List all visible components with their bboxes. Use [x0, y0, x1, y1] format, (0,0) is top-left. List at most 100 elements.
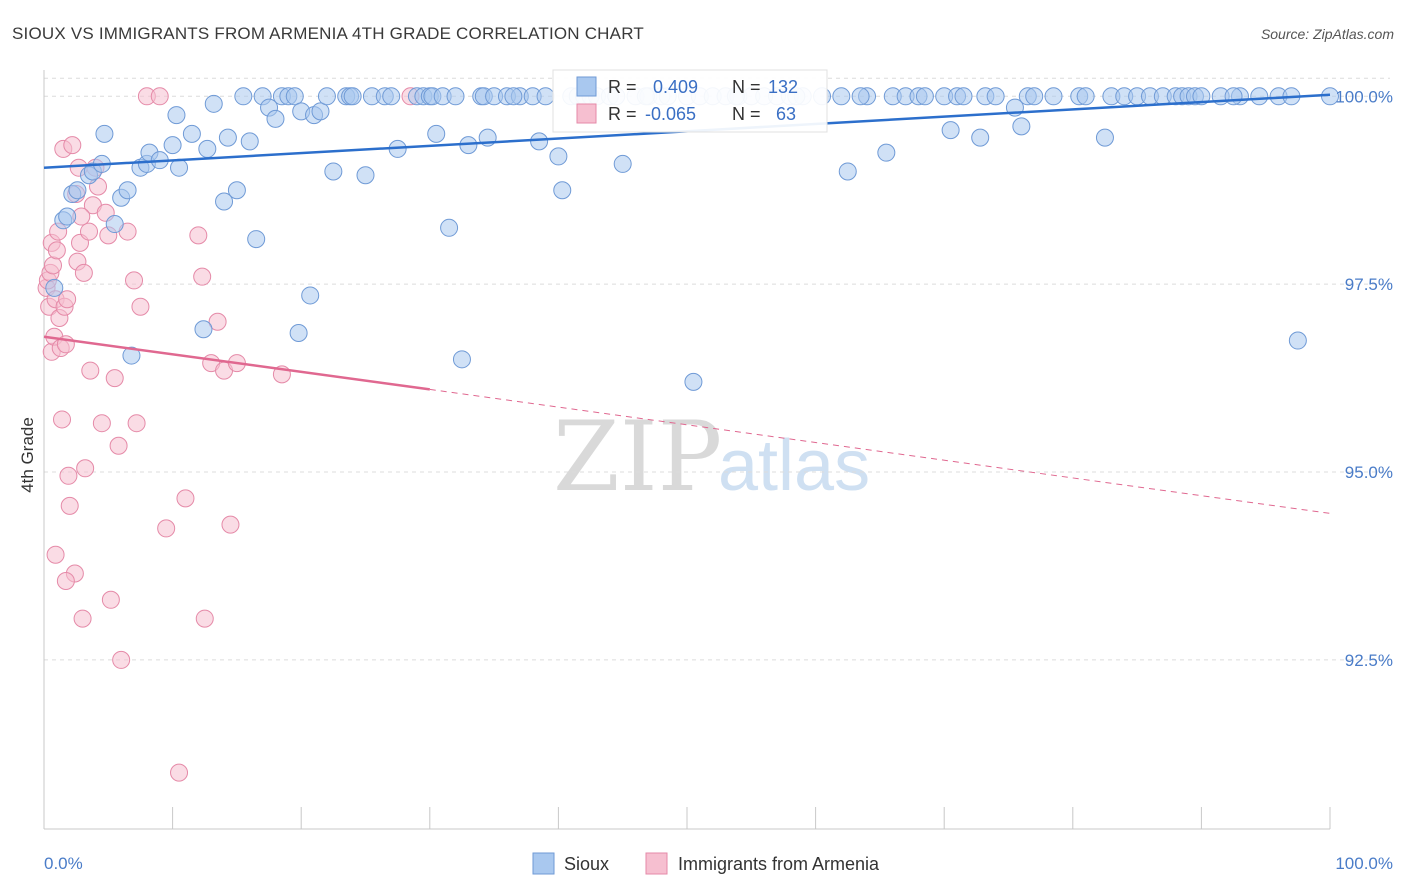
axes — [43, 70, 1331, 830]
sioux-point-40 — [311, 102, 330, 121]
tick-labels: 92.5% 95.0% 97.5% 100.0% 0.0% 100.0% — [44, 87, 1393, 873]
armenia-point-43 — [127, 414, 146, 433]
sioux-point-2 — [58, 207, 77, 226]
stats-sioux-n-value: 132 — [768, 77, 798, 97]
x-tick-label-1: 100.0% — [1335, 854, 1393, 873]
sioux-point-29 — [247, 230, 266, 249]
armenia-point-49 — [176, 489, 195, 508]
sioux-point-46 — [356, 166, 375, 185]
stats-sioux-swatch — [576, 76, 597, 97]
armenia-point-39 — [109, 436, 128, 455]
sioux-point-113 — [1025, 87, 1044, 106]
chart-title: SIOUX VS IMMIGRANTS FROM ARMENIA 4TH GRA… — [12, 24, 644, 43]
sioux-point-136 — [504, 87, 523, 106]
armenia-point-18 — [59, 466, 78, 485]
armenia-point-52 — [195, 609, 214, 628]
sioux-point-140 — [1224, 87, 1243, 106]
chart-source: Source: ZipAtlas.com — [1261, 26, 1394, 42]
sioux-point-116 — [1095, 128, 1114, 147]
legend-sioux-swatch — [532, 852, 555, 875]
sioux-point-19 — [167, 106, 186, 125]
legend-armenia-label: Immigrants from Armenia — [678, 854, 880, 874]
sioux-point-8 — [95, 124, 114, 143]
y-tick-label-3: 100.0% — [1335, 87, 1393, 106]
sioux-point-18 — [170, 158, 189, 177]
stats-armenia-r-label: R = — [608, 104, 637, 124]
sioux-point-59 — [452, 350, 471, 369]
sioux-point-114 — [1044, 87, 1063, 106]
sioux-point-71 — [553, 181, 572, 200]
sioux-point-21 — [194, 320, 213, 339]
sioux-point-105 — [941, 121, 960, 140]
armenia-point-6 — [44, 256, 63, 275]
sioux-point-11 — [118, 181, 137, 200]
sioux-point-68 — [530, 132, 549, 151]
armenia-point-46 — [150, 87, 169, 106]
stats-armenia-r-value: -0.065 — [645, 104, 696, 124]
armenia-point-40 — [112, 650, 131, 669]
stats-sioux-r-value: 0.409 — [653, 77, 698, 97]
armenia-trend-line-extrapolated — [429, 388, 1331, 514]
armenia-point-51 — [193, 267, 212, 286]
sioux-point-58 — [446, 87, 465, 106]
sioux-point-22 — [198, 139, 217, 158]
sioux-point-45 — [343, 87, 362, 106]
grid-lines — [44, 77, 1390, 661]
armenia-point-34 — [92, 414, 111, 433]
armenia-point-60 — [46, 545, 65, 564]
sioux-point-38 — [301, 286, 320, 305]
sioux-point-57 — [440, 218, 459, 237]
sioux-point-12 — [122, 346, 141, 365]
sioux-point-97 — [838, 162, 857, 181]
armenia-point-38 — [105, 369, 124, 388]
sioux-point-23 — [204, 94, 223, 113]
sioux-point-9 — [105, 215, 124, 234]
stats-armenia-n-label: N = — [732, 104, 761, 124]
stats-sioux-r-label: R = — [608, 77, 637, 97]
series-armenia-points — [37, 87, 420, 782]
armenia-point-54 — [208, 312, 227, 331]
y-tick-label-1: 95.0% — [1345, 463, 1393, 482]
sioux-point-41 — [317, 87, 336, 106]
watermark-atlas: atlas — [718, 426, 870, 506]
x-tick-label-0: 0.0% — [44, 854, 83, 873]
armenia-point-47 — [157, 519, 176, 538]
sioux-point-139 — [1076, 87, 1095, 106]
stats-legend-box: R = 0.409 N = 132 R = -0.065 N = 63 — [552, 69, 828, 133]
sioux-point-126 — [1192, 87, 1211, 106]
armenia-point-20 — [63, 136, 82, 155]
armenia-point-30 — [81, 361, 100, 380]
sioux-point-0 — [45, 278, 64, 297]
sioux-point-55 — [427, 124, 446, 143]
sioux-point-70 — [549, 147, 568, 166]
bottom-legend: Sioux Immigrants from Armenia — [532, 852, 880, 875]
armenia-point-29 — [80, 222, 99, 241]
armenia-point-9 — [47, 241, 66, 260]
watermark: ZIP atlas — [553, 401, 870, 513]
armenia-point-17 — [58, 290, 77, 309]
sioux-point-17 — [163, 136, 182, 155]
sioux-point-132 — [1288, 331, 1307, 350]
sioux-point-24 — [215, 192, 234, 211]
stats-sioux-n-label: N = — [732, 77, 761, 97]
sioux-point-107 — [954, 87, 973, 106]
sioux-point-129 — [1250, 87, 1269, 106]
armenia-point-28 — [76, 459, 95, 478]
sioux-point-4 — [68, 181, 87, 200]
armenia-point-56 — [221, 515, 240, 534]
armenia-point-48 — [170, 763, 189, 782]
sioux-point-99 — [877, 143, 896, 162]
y-axis-title: 4th Grade — [18, 417, 37, 493]
armenia-point-13 — [53, 410, 72, 429]
armenia-point-27 — [74, 263, 93, 282]
y-tick-label-2: 97.5% — [1345, 275, 1393, 294]
series-sioux-points — [45, 87, 1339, 391]
legend-sioux-label: Sioux — [564, 854, 609, 874]
sioux-point-32 — [266, 109, 285, 128]
sioux-point-69 — [536, 87, 555, 106]
armenia-point-26 — [73, 609, 92, 628]
armenia-trend-line — [43, 335, 430, 391]
sioux-point-49 — [382, 87, 401, 106]
sioux-point-96 — [832, 87, 851, 106]
